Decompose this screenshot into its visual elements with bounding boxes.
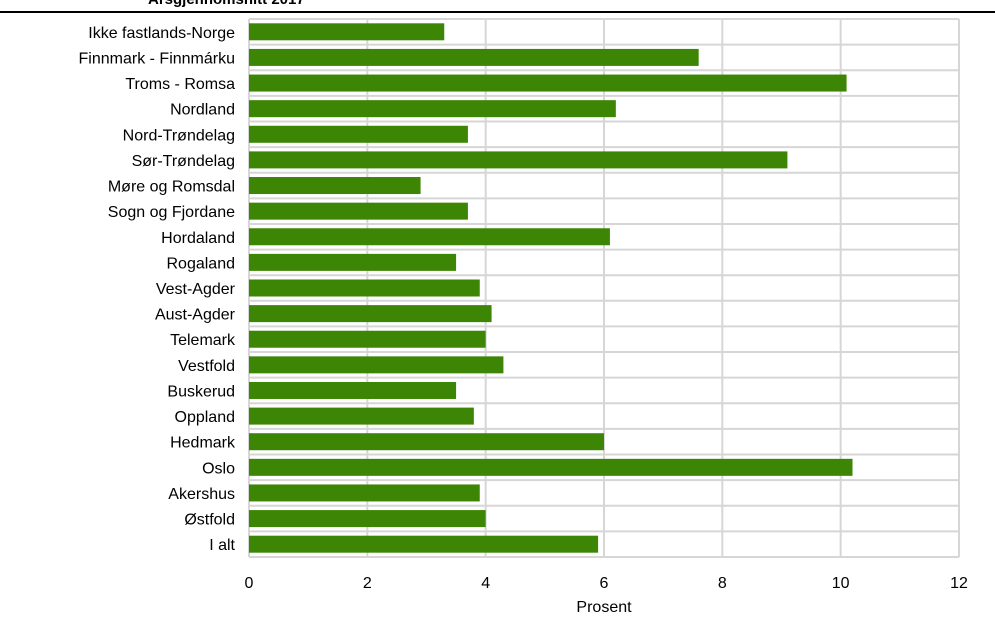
- bar: [249, 536, 598, 553]
- category-label: Østfold: [184, 512, 235, 529]
- bar: [249, 100, 616, 117]
- category-label: Ikke fastlands-Norge: [88, 25, 235, 42]
- category-label: Nord-Trøndelag: [123, 127, 235, 144]
- bar: [249, 305, 492, 322]
- category-label: Akershus: [168, 486, 235, 503]
- category-label: Aust-Agder: [155, 307, 236, 324]
- category-label: Nordland: [170, 102, 235, 119]
- bar: [249, 254, 456, 271]
- bars: [249, 23, 853, 552]
- category-label: Rogaland: [167, 255, 236, 272]
- category-label: I alt: [209, 537, 235, 554]
- bar: [249, 408, 474, 425]
- category-label: Finnmark - Finnmárku: [79, 50, 235, 67]
- bar: [249, 228, 610, 245]
- bar: [249, 433, 604, 450]
- category-label: Buskerud: [167, 383, 235, 400]
- category-label: Sør-Trøndelag: [132, 153, 235, 170]
- category-labels: Ikke fastlands-Norge Finnmark - Finnmárku…: [79, 25, 236, 554]
- bar: [249, 203, 468, 220]
- category-label: Hordaland: [161, 230, 235, 247]
- category-label: Troms - Romsa: [125, 76, 235, 93]
- x-tick-labels: 0 2 4 6 8 10 12: [245, 575, 968, 592]
- bar: [249, 49, 699, 66]
- x-tick-label: 12: [950, 575, 968, 592]
- bar: [249, 75, 847, 92]
- bar: [249, 280, 480, 297]
- bar: [249, 23, 444, 40]
- bar: [249, 177, 421, 194]
- category-label: Vest-Agder: [156, 281, 236, 298]
- bar: [249, 356, 503, 373]
- category-label: Møre og Romsdal: [108, 179, 235, 196]
- bar: [249, 510, 486, 527]
- category-label: Hedmark: [170, 435, 236, 452]
- x-tick-label: 0: [245, 575, 254, 592]
- category-label: Telemark: [170, 332, 236, 349]
- category-label: Sogn og Fjordane: [108, 204, 235, 221]
- category-label: Oppland: [175, 409, 236, 426]
- category-label: Oslo: [202, 460, 235, 477]
- x-axis-title: Prosent: [576, 599, 632, 616]
- bar: [249, 459, 853, 476]
- x-tick-label: 10: [832, 575, 850, 592]
- bar: [249, 382, 456, 399]
- bar: [249, 331, 486, 348]
- x-tick-label: 2: [363, 575, 372, 592]
- category-label: Vestfold: [178, 358, 235, 375]
- bar: [249, 151, 787, 168]
- x-tick-label: 4: [481, 575, 490, 592]
- bar: [249, 484, 480, 501]
- bar: [249, 126, 468, 143]
- x-tick-label: 8: [718, 575, 727, 592]
- x-tick-label: 6: [600, 575, 609, 592]
